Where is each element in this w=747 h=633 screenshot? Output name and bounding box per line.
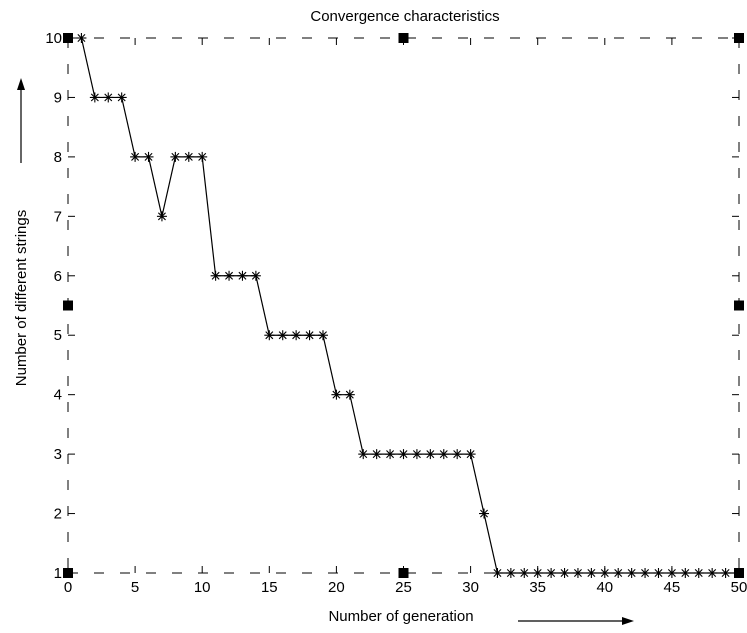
x-tick-label: 45 [664,579,681,596]
y-tick-label: 8 [54,149,62,166]
x-tick-label: 30 [462,579,479,596]
data-point-marker [640,568,650,578]
data-point-marker [627,568,637,578]
data-point-marker [358,449,368,459]
data-point-marker [694,568,704,578]
data-point-marker [318,330,328,340]
data-point-marker [224,271,234,281]
data-point-marker [586,568,596,578]
x-tick-label: 10 [194,579,211,596]
data-point-marker [251,271,261,281]
data-point-marker [144,152,154,162]
data-point-marker [600,568,610,578]
y-tick-label: 1 [54,565,62,582]
corner-square-marker [63,301,73,311]
data-point-marker [533,568,543,578]
x-tick-label: 40 [596,579,613,596]
data-point-marker [560,568,570,578]
chart-title: Convergence characteristics [310,8,499,25]
data-point-marker [707,568,717,578]
y-tick-label: 6 [54,268,62,285]
corner-square-marker [399,33,409,43]
data-point-marker [264,330,274,340]
axis-ticks [68,38,739,573]
y-tick-label: 2 [54,506,62,523]
corner-square-marker [734,33,744,43]
x-tick-label: 25 [395,579,412,596]
x-axis-arrow-head [622,617,634,625]
x-tick-label: 20 [328,579,345,596]
y-axis-label: Number of different strings [13,210,30,386]
series-line [81,38,739,573]
data-point-marker [291,330,301,340]
data-point-marker [667,568,677,578]
data-point-marker [103,92,113,102]
corner-square-marker [734,301,744,311]
y-tick-label: 10 [45,30,62,47]
data-point-marker [546,568,556,578]
y-tick-label: 4 [54,387,62,404]
data-point-marker [439,449,449,459]
data-point-marker [385,449,395,459]
x-axis-label: Number of generation [328,608,473,625]
y-tick-label: 5 [54,327,62,344]
x-tick-label: 50 [731,579,747,596]
data-point-marker [680,568,690,578]
x-axis-label-group: Number of generation [328,608,634,625]
x-tick-label: 5 [131,579,139,596]
data-point-marker [734,568,744,578]
data-point-marker [425,449,435,459]
data-point-marker [492,568,502,578]
y-axis-label-group: Number of different strings [13,78,30,386]
x-tick-label: 15 [261,579,278,596]
corner-square-marker [63,568,73,578]
data-point-marker [372,449,382,459]
axis-corner-markers [63,33,744,578]
x-tick-label: 35 [529,579,546,596]
data-point-marker [653,568,663,578]
data-point-marker [90,92,100,102]
data-point-marker [345,390,355,400]
data-point-marker [170,152,180,162]
data-point-marker [211,271,221,281]
data-point-marker [117,92,127,102]
data-point-marker [331,390,341,400]
y-tick-label: 9 [54,89,62,106]
data-point-marker [278,330,288,340]
data-point-marker [197,152,207,162]
data-point-marker [506,568,516,578]
data-point-marker [519,568,529,578]
y-tick-label: 3 [54,446,62,463]
grid-lines [68,38,739,573]
data-point-marker [479,509,489,519]
data-point-marker [237,271,247,281]
data-point-marker [76,33,86,43]
y-tick-label: 7 [54,208,62,225]
data-point-marker [613,568,623,578]
data-point-marker [184,152,194,162]
x-tick-label: 0 [64,579,72,596]
data-point-marker [466,449,476,459]
data-point-marker [573,568,583,578]
data-point-marker [130,152,140,162]
data-point-marker [157,211,167,221]
corner-square-marker [399,568,409,578]
data-point-marker [305,330,315,340]
corner-square-marker [63,33,73,43]
data-point-marker [412,449,422,459]
series-layer [76,33,744,578]
y-axis-arrow-head [17,78,25,90]
data-point-marker [452,449,462,459]
data-point-marker [721,568,731,578]
data-point-marker [399,449,409,459]
